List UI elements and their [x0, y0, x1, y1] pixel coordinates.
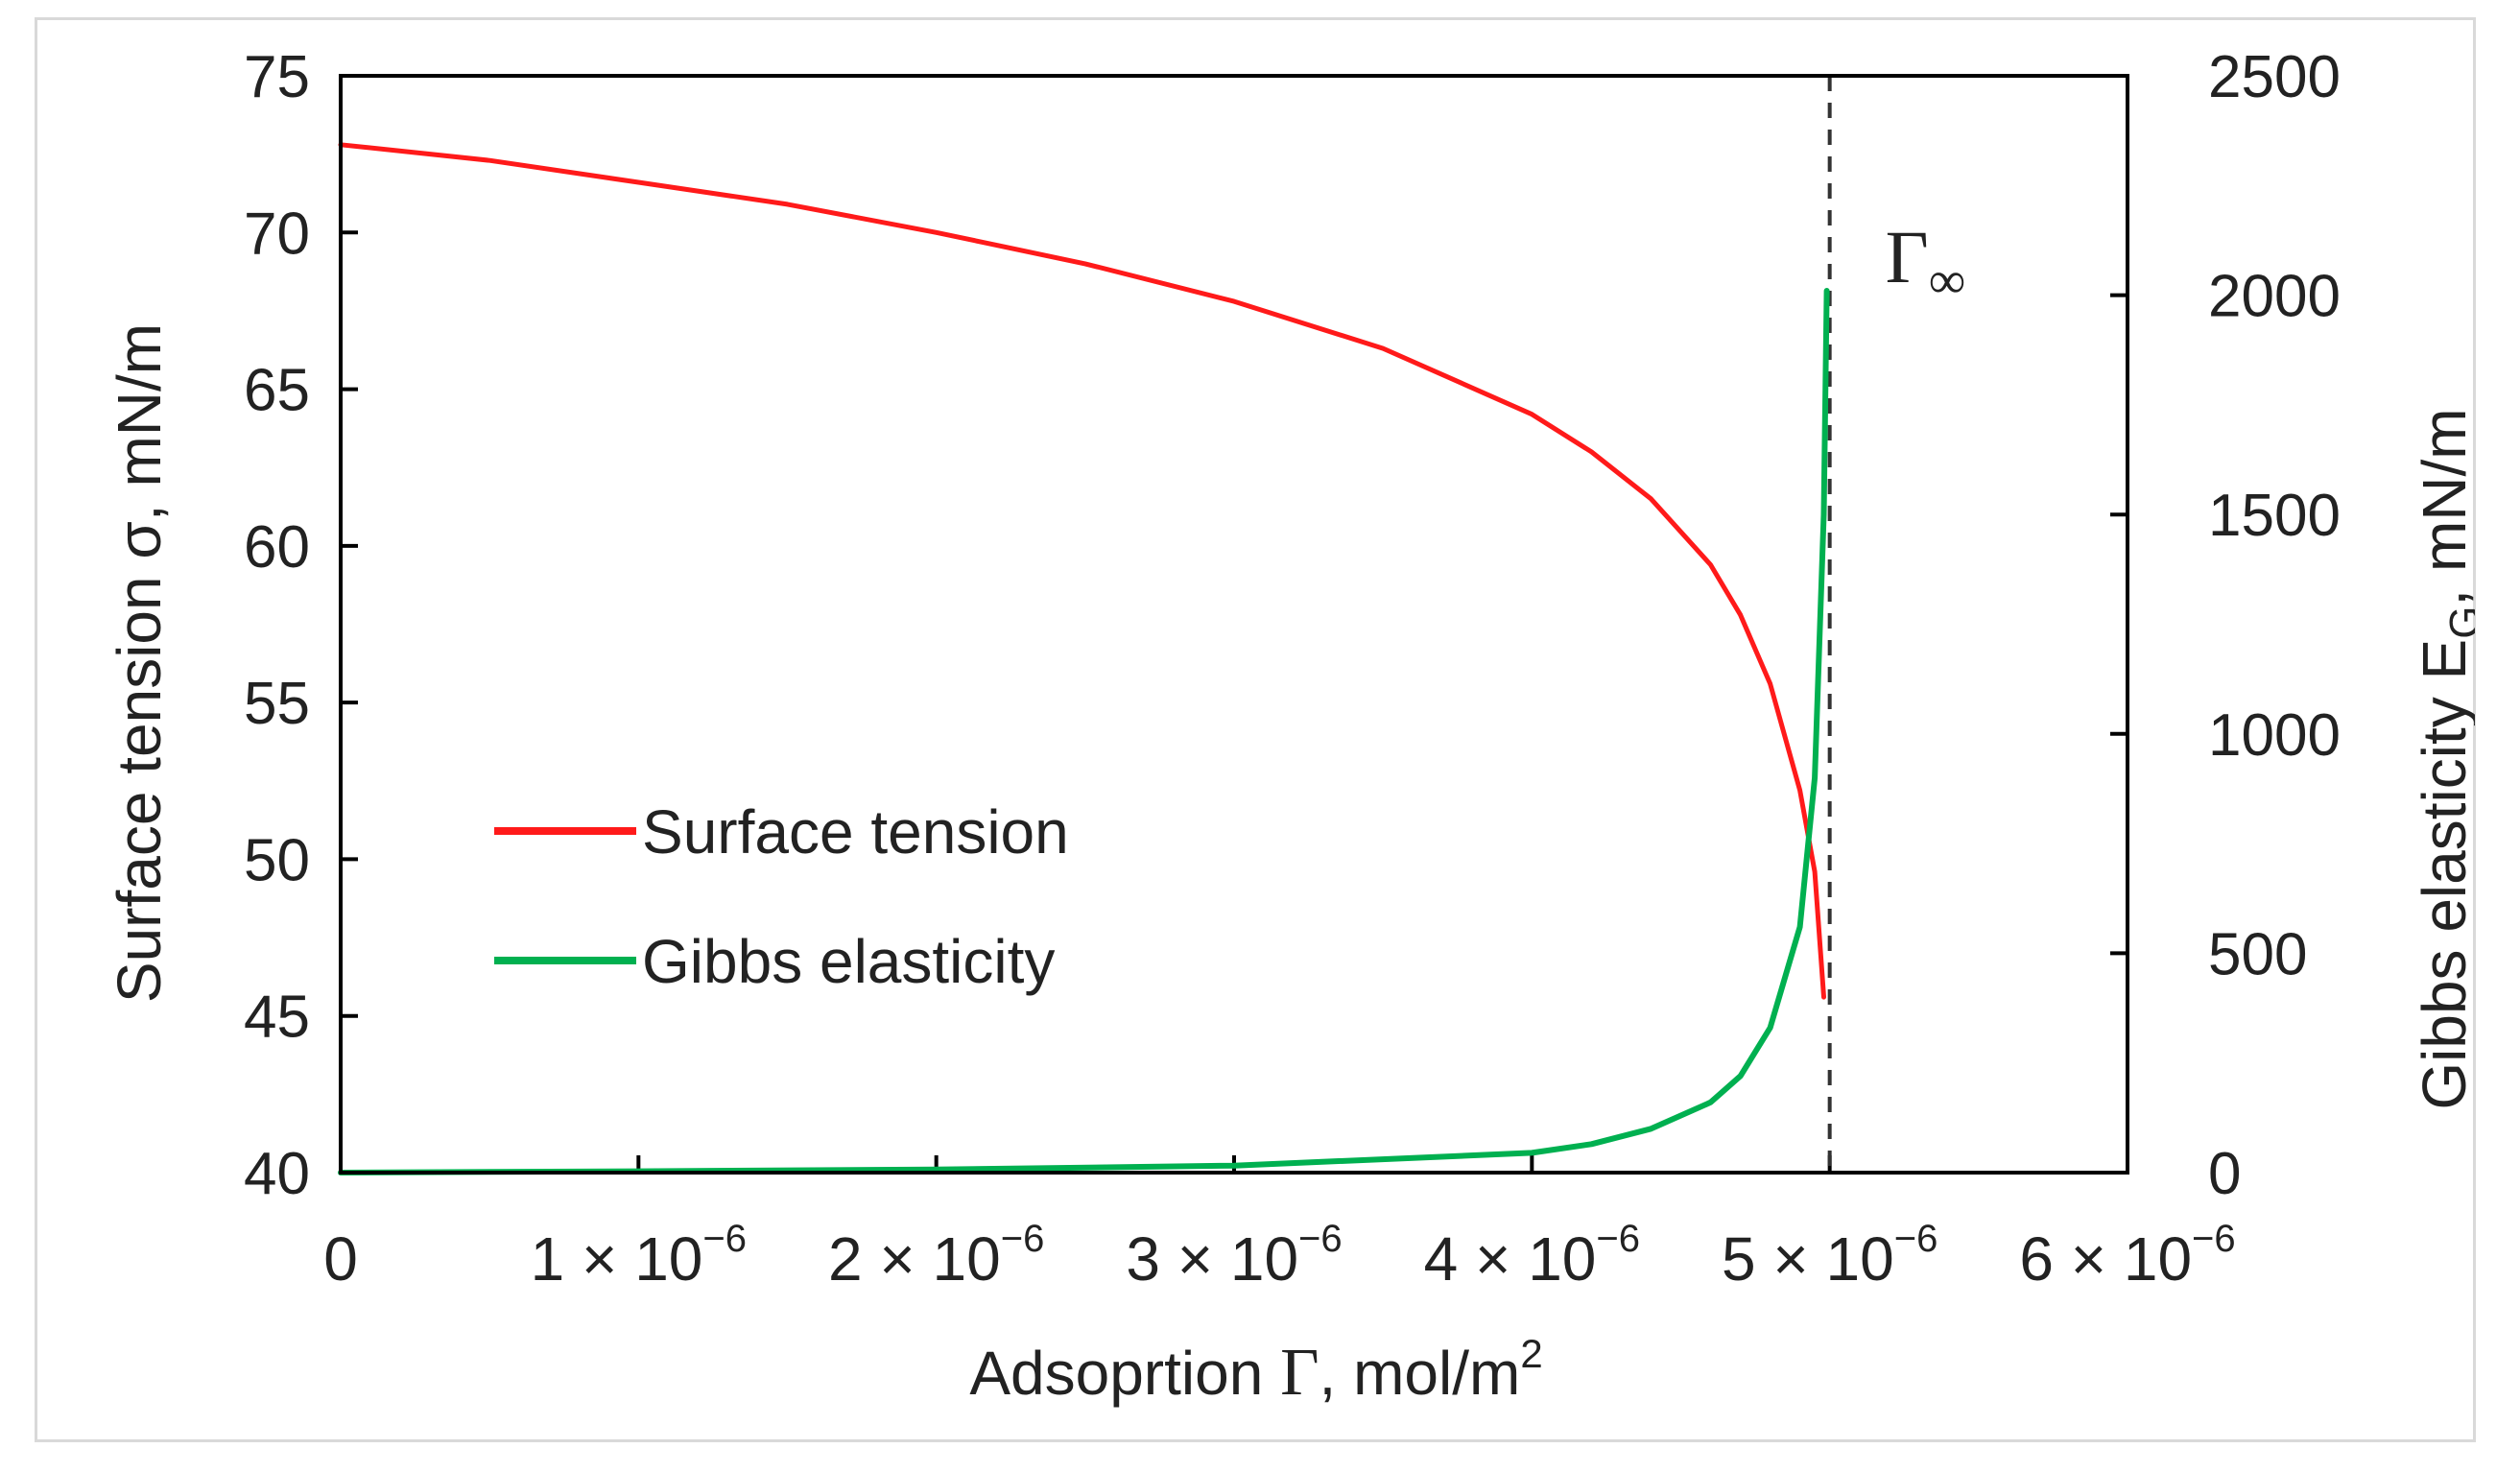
infinity-subscript: ∞: [1929, 251, 1965, 309]
x-tick-label: 2 × 10−6: [828, 1218, 1044, 1294]
y-right-tick-label: 2500: [2208, 44, 2341, 110]
y-right-tick-label: 1000: [2208, 702, 2341, 769]
x-tick-label: 0: [323, 1224, 358, 1294]
y-left-tick-label: 75: [244, 44, 310, 110]
gamma-infinity-label: Γ∞: [1886, 215, 1966, 309]
plot-area-border: [339, 74, 2129, 1175]
legend: Surface tension Gibbs elasticity: [494, 797, 1069, 996]
y-left-tick-label: 55: [244, 671, 310, 737]
y-axis-left-title: Surface tension σ, mN/m: [105, 323, 174, 1003]
y-left-tick-label: 45: [244, 985, 310, 1051]
y-left-tick-label: 65: [244, 358, 310, 424]
x-tick-label: 4 × 10−6: [1424, 1218, 1640, 1294]
y-right-tick-label: 0: [2208, 1141, 2241, 1207]
y-axis-right-ticks: 0 500 1000 1500 2000 2500: [2110, 44, 2341, 1207]
x-tick-label: 6 × 10−6: [2019, 1218, 2235, 1294]
y-left-tick-label: 70: [244, 201, 310, 267]
legend-label-gibbs-elasticity: Gibbs elasticity: [642, 927, 1055, 996]
y-axis-right-title: Gibbs elasticity EG, mN/m: [2410, 408, 2475, 1109]
x-axis-title: Adsoprtion Γ, mol/m2: [969, 1331, 1542, 1410]
x-axis-ticks: 0 1 × 10−6 2 × 10−6 3 × 10−6 4 × 10−6 5 × 10−…: [323, 1155, 2236, 1294]
y-right-tick-label: 500: [2208, 921, 2307, 987]
chart-svg: 0 1 × 10−6 2 × 10−6 3 × 10−6 4 × 10−6 5 × 10−…: [105, 44, 2475, 1410]
y-right-tick-label: 2000: [2208, 264, 2341, 330]
gamma-symbol: Γ: [1886, 215, 1929, 298]
y-axis-left-ticks: 40 45 50 55 60 65 70 75: [244, 44, 358, 1207]
series-gibbs-elasticity-line: [338, 288, 1830, 1175]
y-left-tick-label: 60: [244, 514, 310, 581]
x-tick-label: 5 × 10−6: [1722, 1218, 1938, 1294]
x-tick-label: 1 × 10−6: [531, 1218, 747, 1294]
legend-label-surface-tension: Surface tension: [642, 797, 1069, 867]
y-right-tick-label: 1500: [2208, 483, 2341, 549]
y-left-tick-label: 50: [244, 827, 310, 893]
y-left-tick-label: 40: [244, 1141, 310, 1207]
x-tick-label: 3 × 10−6: [1126, 1218, 1342, 1294]
series-surface-tension-line: [338, 142, 1826, 1000]
chart-frame: 0 1 × 10−6 2 × 10−6 3 × 10−6 4 × 10−6 5 × 10−…: [35, 17, 2476, 1442]
